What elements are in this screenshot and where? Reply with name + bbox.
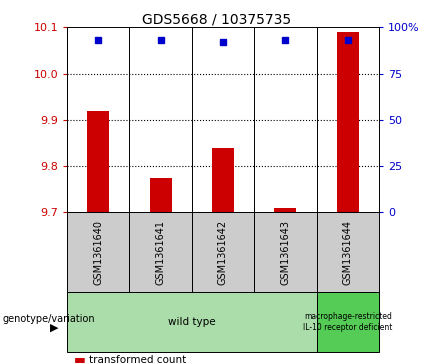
Text: wild type: wild type xyxy=(168,317,216,327)
Text: GDS5668 / 10375735: GDS5668 / 10375735 xyxy=(142,13,291,27)
Text: ■: ■ xyxy=(74,355,85,363)
Text: GSM1361640: GSM1361640 xyxy=(93,220,103,285)
Text: GSM1361644: GSM1361644 xyxy=(343,220,353,285)
Text: GSM1361643: GSM1361643 xyxy=(280,220,291,285)
Text: GSM1361641: GSM1361641 xyxy=(155,220,166,285)
Bar xyxy=(150,178,171,212)
Bar xyxy=(87,110,109,212)
Text: macrophage-restricted
IL-10 receptor deficient: macrophage-restricted IL-10 receptor def… xyxy=(303,313,392,332)
Text: genotype/variation: genotype/variation xyxy=(2,314,95,323)
Text: ▶: ▶ xyxy=(50,323,58,333)
Bar xyxy=(212,147,234,212)
Text: transformed count: transformed count xyxy=(89,355,186,363)
Text: GSM1361642: GSM1361642 xyxy=(218,220,228,285)
Bar xyxy=(275,208,296,212)
Bar xyxy=(337,32,359,212)
